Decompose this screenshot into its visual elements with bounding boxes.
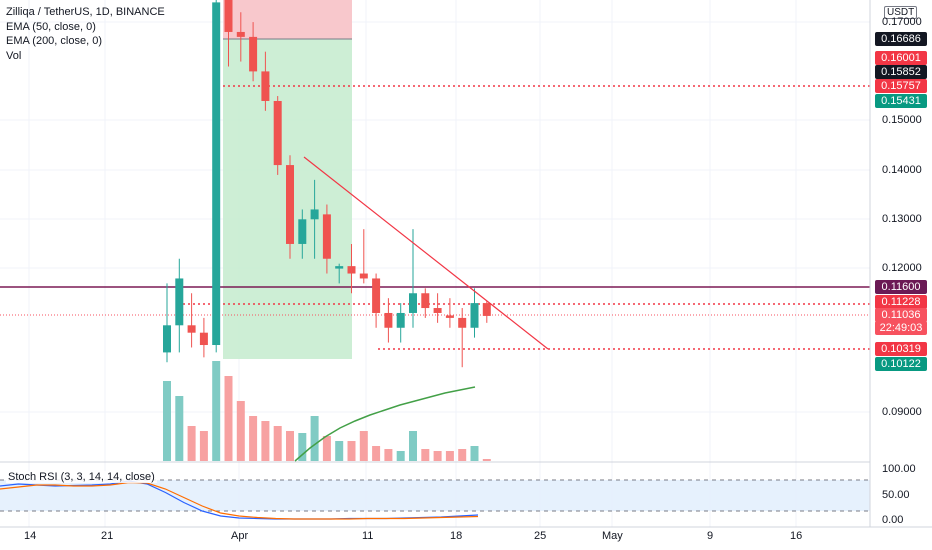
volume-bar [335,441,344,461]
candle [286,165,294,244]
price-axis-label: 0.14000 [882,164,922,176]
candle [175,278,184,326]
volume-bar [433,451,442,461]
candle [236,31,245,37]
candle [335,266,344,269]
volume-bar [273,426,282,461]
time-axis-label: 16 [790,530,803,542]
time-axis-label: May [602,530,623,542]
volume-bar [175,396,184,461]
price-axis-label: 0.09000 [882,406,922,418]
ema50-legend[interactable]: EMA (50, close, 0) [6,20,96,33]
price-tag: 0.11600 [875,280,927,294]
rsi-axis-label: 50.00 [882,489,910,501]
candle [224,0,233,32]
volume-bar [458,449,467,461]
time-axis-label: 21 [101,530,114,542]
volume-bar [261,421,270,461]
volume-bar [359,431,368,461]
price-axis-label: 0.12000 [882,262,922,274]
volume-bar [482,459,491,461]
price-tag: 0.16686 [875,32,927,46]
candle [187,325,196,333]
candle [322,214,331,259]
candle [482,303,491,316]
price-tag: 0.11228 [875,295,927,309]
volume-bar [236,401,245,461]
volume-bar [396,451,405,461]
price-axis-label: 0.17000 [882,16,922,28]
candle [470,303,479,328]
candle [433,308,442,313]
symbol-title[interactable]: Zilliqa / TetherUS, 1D, BINANCE [6,6,165,18]
time-axis-label: 9 [707,530,714,542]
volume-bar [310,416,319,461]
time-axis-label: 18 [450,530,463,542]
candle [421,293,430,309]
price-tag: 0.10319 [875,342,927,356]
price-tag: 0.16001 [875,51,927,65]
candle [396,312,405,328]
volume-bar [187,426,196,461]
time-axis-label: 11 [362,530,374,542]
volume-bar [298,433,307,461]
price-tag: 0.10122 [875,357,927,371]
volume-bar [163,381,171,461]
volume-bar [212,361,221,461]
candle [384,312,393,328]
volume-bar [445,451,454,461]
candle [347,266,356,274]
ema-line [294,386,476,462]
volume-bar [409,431,417,461]
rsi-band [0,480,870,511]
volume-bar [322,436,331,461]
time-axis-label: 14 [24,530,37,542]
candle [359,273,368,279]
volume-bar [470,446,479,461]
rsi-axis-label: 100.00 [882,463,916,475]
volume-bar [224,376,233,461]
volume-legend[interactable]: Vol [6,49,22,62]
volume-bar [347,441,356,461]
volume-bar [372,446,381,461]
candle [372,278,381,313]
price-tag: 0.15852 [875,65,927,79]
volume-bar [249,416,258,461]
candle [273,100,282,166]
trend-line [303,156,549,350]
candle [445,315,454,318]
ema200-legend[interactable]: EMA (200, close, 0) [6,35,102,47]
volume-bars [163,361,491,461]
candle [261,71,270,101]
candlesticks [163,0,491,368]
volume-bar [384,449,393,461]
candle [458,317,467,328]
volume-bar [199,431,208,461]
stoch-d-line [0,481,479,520]
price-axis-label: 0.15000 [882,114,922,126]
candle [310,209,319,220]
price-axis-label: 0.13000 [882,213,922,225]
countdown-tag: 22:49:03 [875,321,927,335]
candle [163,325,171,353]
candle [298,219,307,244]
volume-bar [421,449,430,461]
candle [409,293,417,313]
chart-grid [0,0,870,527]
candle [212,2,221,346]
rsi-axis-label: 0.00 [882,514,904,526]
volume-bar [286,431,294,461]
candle [199,332,208,346]
time-axis-label: 25 [534,530,547,542]
currency-label[interactable]: USDT [884,6,918,19]
rsi-legend[interactable]: Stoch RSI (3, 3, 14, 14, close) [6,471,157,483]
price-tag: 0.15431 [875,94,927,108]
chart-legend: Zilliqa / TetherUS, 1D, BINANCE EMA (50,… [6,5,165,63]
price-tag: 0.15757 [875,79,927,93]
last-price-tag: 0.11036 [875,308,927,322]
time-axis-label: Apr [231,530,249,542]
candle [249,36,258,72]
